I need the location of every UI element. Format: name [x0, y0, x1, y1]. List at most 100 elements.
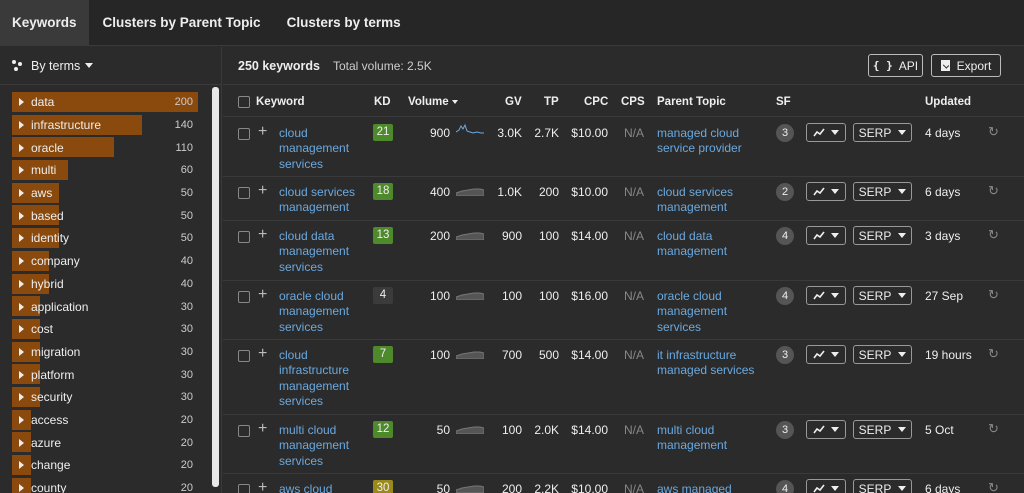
- term-item-azure[interactable]: azure 20: [12, 431, 198, 454]
- term-item-based[interactable]: based 50: [12, 204, 198, 227]
- serp-dropdown[interactable]: SERP: [853, 479, 912, 493]
- add-to-list-icon[interactable]: +: [258, 345, 268, 362]
- trend-dropdown[interactable]: [806, 286, 846, 305]
- sf-count-badge[interactable]: 4: [776, 480, 794, 493]
- add-to-list-icon[interactable]: +: [258, 123, 268, 140]
- column-cps[interactable]: CPS: [621, 96, 645, 108]
- term-item-infrastructure[interactable]: infrastructure 140: [12, 114, 198, 137]
- expand-arrow-icon[interactable]: [19, 143, 24, 152]
- parent-topic-link[interactable]: aws managed: [657, 482, 732, 493]
- select-all-checkbox[interactable]: [238, 96, 250, 108]
- refresh-icon[interactable]: ↻: [988, 124, 999, 139]
- term-item-oracle[interactable]: oracle 110: [12, 136, 198, 159]
- term-item-multi[interactable]: multi 60: [12, 159, 198, 182]
- trend-dropdown[interactable]: [806, 420, 846, 439]
- keyword-link[interactable]: oracle cloud management services: [279, 289, 350, 334]
- column-parent-topic[interactable]: Parent Topic: [657, 96, 726, 108]
- term-item-data[interactable]: data 200: [12, 91, 198, 114]
- expand-arrow-icon[interactable]: [19, 393, 24, 402]
- serp-dropdown[interactable]: SERP: [853, 345, 912, 364]
- row-checkbox[interactable]: [238, 231, 250, 243]
- sf-count-badge[interactable]: 2: [776, 183, 794, 201]
- keyword-link[interactable]: cloud management services: [279, 126, 350, 171]
- add-to-list-icon[interactable]: +: [258, 182, 268, 199]
- expand-arrow-icon[interactable]: [19, 325, 24, 334]
- trend-dropdown[interactable]: [806, 479, 846, 493]
- expand-arrow-icon[interactable]: [19, 98, 24, 107]
- grouping-dropdown[interactable]: By terms: [0, 47, 221, 85]
- keyword-link[interactable]: aws cloud: [279, 482, 333, 493]
- term-item-company[interactable]: company 40: [12, 250, 198, 273]
- serp-dropdown[interactable]: SERP: [853, 182, 912, 201]
- column-volume[interactable]: Volume: [408, 96, 458, 108]
- add-to-list-icon[interactable]: +: [258, 286, 268, 303]
- column-gv[interactable]: GV: [505, 96, 522, 108]
- serp-dropdown[interactable]: SERP: [853, 286, 912, 305]
- expand-arrow-icon[interactable]: [19, 461, 24, 470]
- expand-arrow-icon[interactable]: [19, 211, 24, 220]
- term-item-migration[interactable]: migration 30: [12, 341, 198, 364]
- parent-topic-link[interactable]: it infrastructure managed services: [657, 348, 755, 378]
- trend-dropdown[interactable]: [806, 345, 846, 364]
- term-item-county[interactable]: county 20: [12, 477, 198, 493]
- tab-keywords[interactable]: Keywords: [0, 0, 89, 46]
- api-button[interactable]: { } API: [868, 54, 923, 77]
- parent-topic-link[interactable]: multi cloud management: [657, 423, 728, 453]
- expand-arrow-icon[interactable]: [19, 257, 24, 266]
- parent-topic-link[interactable]: managed cloud service provider: [657, 126, 742, 156]
- tab-clusters-by-terms[interactable]: Clusters by terms: [286, 15, 401, 30]
- serp-dropdown[interactable]: SERP: [853, 226, 912, 245]
- term-item-application[interactable]: application 30: [12, 295, 198, 318]
- expand-arrow-icon[interactable]: [19, 234, 24, 243]
- term-item-change[interactable]: change 20: [12, 454, 198, 477]
- term-item-aws[interactable]: aws 50: [12, 182, 198, 205]
- expand-arrow-icon[interactable]: [19, 484, 24, 493]
- row-checkbox[interactable]: [238, 350, 250, 362]
- expand-arrow-icon[interactable]: [19, 347, 24, 356]
- row-checkbox[interactable]: [238, 187, 250, 199]
- tab-clusters-by-parent-topic[interactable]: Clusters by Parent Topic: [102, 15, 261, 30]
- keyword-link[interactable]: cloud data management services: [279, 229, 350, 274]
- trend-dropdown[interactable]: [806, 182, 846, 201]
- parent-topic-link[interactable]: cloud data management: [657, 229, 728, 259]
- expand-arrow-icon[interactable]: [19, 121, 24, 130]
- term-item-identity[interactable]: identity 50: [12, 227, 198, 250]
- row-checkbox[interactable]: [238, 425, 250, 437]
- term-item-hybrid[interactable]: hybrid 40: [12, 273, 198, 296]
- sidebar-scrollbar[interactable]: [212, 87, 219, 487]
- term-item-cost[interactable]: cost 30: [12, 318, 198, 341]
- trend-dropdown[interactable]: [806, 226, 846, 245]
- trend-dropdown[interactable]: [806, 123, 846, 142]
- column-updated[interactable]: Updated: [925, 96, 971, 108]
- term-item-platform[interactable]: platform 30: [12, 363, 198, 386]
- parent-topic-link[interactable]: cloud services management: [657, 185, 734, 215]
- column-cpc[interactable]: CPC: [584, 96, 609, 108]
- serp-dropdown[interactable]: SERP: [853, 123, 912, 142]
- expand-arrow-icon[interactable]: [19, 415, 24, 424]
- row-checkbox[interactable]: [238, 291, 250, 303]
- refresh-icon[interactable]: ↻: [988, 421, 999, 436]
- sf-count-badge[interactable]: 4: [776, 287, 794, 305]
- refresh-icon[interactable]: ↻: [988, 346, 999, 361]
- keyword-link[interactable]: multi cloud management services: [279, 423, 350, 468]
- keyword-link[interactable]: cloud services management: [279, 185, 356, 215]
- refresh-icon[interactable]: ↻: [988, 183, 999, 198]
- row-checkbox[interactable]: [238, 128, 250, 140]
- add-to-list-icon[interactable]: +: [258, 420, 268, 437]
- column-kd[interactable]: KD: [374, 96, 391, 108]
- refresh-icon[interactable]: ↻: [988, 227, 999, 242]
- expand-arrow-icon[interactable]: [19, 370, 24, 379]
- column-sf[interactable]: SF: [776, 96, 791, 108]
- expand-arrow-icon[interactable]: [19, 189, 24, 198]
- add-to-list-icon[interactable]: +: [258, 479, 268, 493]
- sf-count-badge[interactable]: 3: [776, 346, 794, 364]
- column-keyword[interactable]: Keyword: [256, 96, 305, 108]
- refresh-icon[interactable]: ↻: [988, 480, 999, 493]
- keyword-link[interactable]: cloud infrastructure management services: [279, 348, 350, 408]
- expand-arrow-icon[interactable]: [19, 438, 24, 447]
- expand-arrow-icon[interactable]: [19, 279, 24, 288]
- sf-count-badge[interactable]: 3: [776, 124, 794, 142]
- sf-count-badge[interactable]: 4: [776, 227, 794, 245]
- column-tp[interactable]: TP: [544, 96, 559, 108]
- expand-arrow-icon[interactable]: [19, 166, 24, 175]
